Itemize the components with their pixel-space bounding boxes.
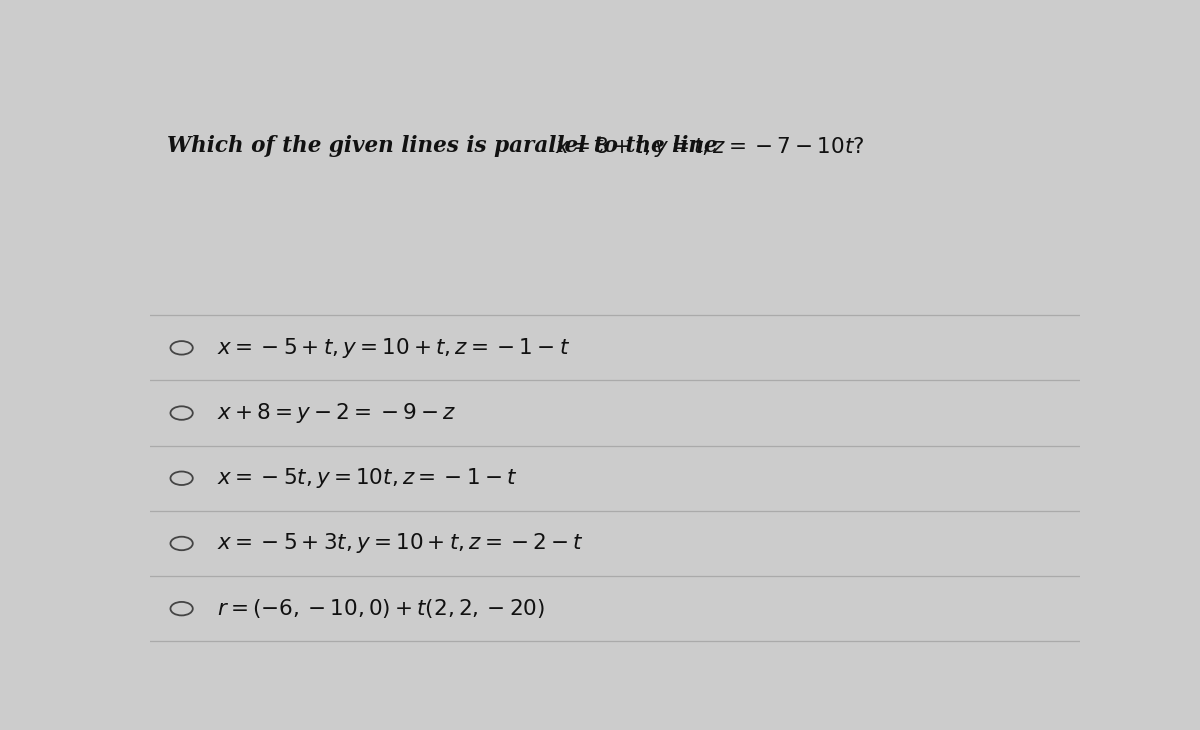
Text: Which of the given lines is parallel to the line: Which of the given lines is parallel to … xyxy=(167,135,725,158)
Text: $x = -5 + t, y = 10 + t, z = -1 - t$: $x = -5 + t, y = 10 + t, z = -1 - t$ xyxy=(217,336,570,360)
Text: $r = (-6, -10, 0) + t(2, 2, -20)$: $r = (-6, -10, 0) + t(2, 2, -20)$ xyxy=(217,597,545,620)
Text: $x = -5t, y = 10t, z = -1 - t$: $x = -5t, y = 10t, z = -1 - t$ xyxy=(217,466,517,491)
Text: $x = -5 + 3t, y = 10 + t, z = -2 - t$: $x = -5 + 3t, y = 10 + t, z = -2 - t$ xyxy=(217,531,583,556)
Text: $x = 8 + t, y = t, z = -7 - 10t?$: $x = 8 + t, y = t, z = -7 - 10t?$ xyxy=(554,135,864,159)
Text: $x + 8 = y - 2 = -9 - z$: $x + 8 = y - 2 = -9 - z$ xyxy=(217,401,456,425)
